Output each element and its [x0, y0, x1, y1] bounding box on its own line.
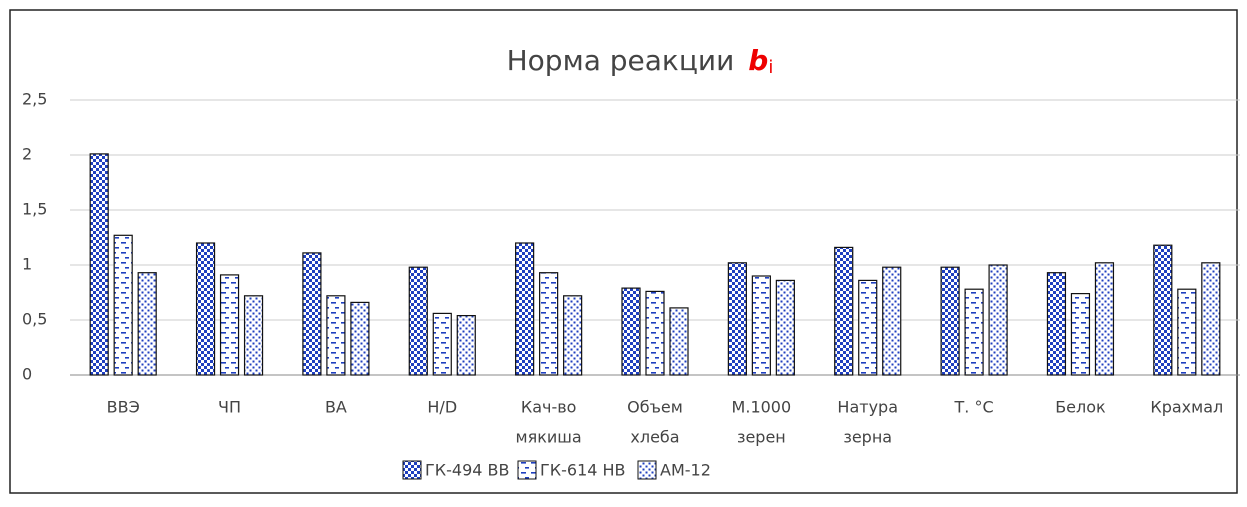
bar	[751, 275, 771, 376]
bar	[432, 312, 452, 376]
bar	[775, 279, 795, 376]
bar	[964, 288, 984, 376]
y-tick-label: 1,5	[22, 200, 47, 219]
bar	[243, 295, 264, 376]
y-tick-label: 0	[22, 365, 32, 384]
x-tick-label: Объем	[627, 398, 683, 417]
chart-title: Норма реакции bi	[507, 44, 774, 78]
x-tick-label: ЧП	[218, 398, 241, 417]
title-variable: b	[748, 44, 768, 77]
x-tick-label: H/D	[427, 398, 457, 417]
legend-label: ГК-614 НВ	[540, 461, 626, 480]
bar	[89, 153, 109, 376]
bar	[350, 301, 370, 376]
bar	[515, 242, 535, 376]
x-tick-label: зерен	[737, 428, 786, 447]
y-tick-label: 2	[22, 145, 32, 164]
x-tick-label: Крахмал	[1150, 398, 1223, 417]
y-tick-label: 2,5	[22, 90, 47, 109]
bar	[302, 252, 322, 376]
bar	[1201, 262, 1221, 376]
x-tick-label: мякиша	[516, 428, 582, 447]
bar	[408, 266, 428, 376]
bar	[1046, 272, 1067, 376]
bar	[326, 295, 346, 376]
x-tick-label: Т. °С	[954, 398, 994, 417]
chart-frame	[9, 9, 1238, 494]
legend-label: ГК-494 ВВ	[425, 461, 509, 480]
bar	[1153, 244, 1173, 376]
x-tick-label: зерна	[843, 428, 892, 447]
title-text: Норма реакции	[507, 44, 735, 77]
bar	[137, 272, 157, 376]
y-tick-label: 0,5	[22, 310, 47, 329]
bar	[727, 262, 747, 376]
bar	[621, 287, 641, 376]
legend-swatch	[637, 460, 657, 480]
bar	[195, 242, 216, 376]
bar	[1177, 288, 1197, 376]
x-tick-label: ВА	[325, 398, 347, 417]
bar	[113, 234, 133, 376]
legend-swatch	[517, 460, 537, 480]
bar	[858, 279, 878, 376]
bar	[539, 272, 559, 376]
x-tick-label: Кач-во	[521, 398, 577, 417]
bar	[1070, 293, 1091, 376]
bar	[456, 315, 476, 376]
bar	[940, 266, 960, 376]
x-tick-label: хлеба	[630, 428, 679, 447]
bar	[882, 266, 902, 376]
bar	[669, 307, 689, 376]
bar	[988, 264, 1008, 376]
legend-swatch	[402, 460, 422, 480]
bar	[219, 274, 240, 376]
x-tick-label: Белок	[1055, 398, 1106, 417]
bar	[1094, 262, 1115, 376]
x-tick-label: Натура	[837, 398, 898, 417]
title-subscript: i	[768, 57, 773, 78]
x-tick-label: ВВЭ	[107, 398, 140, 417]
x-tick-label: М.1000	[732, 398, 792, 417]
y-tick-label: 1	[22, 255, 32, 274]
legend-label: АМ-12	[660, 461, 711, 480]
bar	[645, 290, 665, 376]
bar	[834, 246, 854, 376]
bar	[563, 295, 583, 376]
